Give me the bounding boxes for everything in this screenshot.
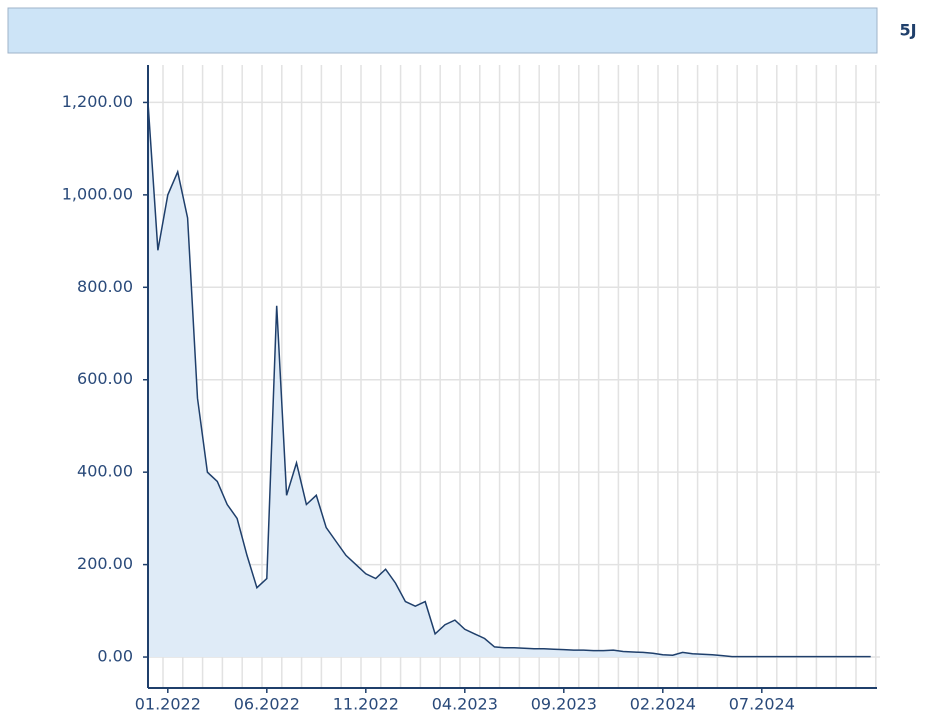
y-tick-label: 400.00	[77, 462, 133, 481]
line	[147, 102, 871, 658]
y-tick-label: 200.00	[77, 554, 133, 573]
x-tick-label: 01.2022	[135, 695, 201, 714]
y-tick-label: 600.00	[77, 369, 133, 388]
area	[148, 102, 871, 658]
x-tick-label: 07.2024	[729, 695, 795, 714]
period-tab[interactable]: 5J	[899, 21, 916, 40]
y-tick-label: 1,200.00	[62, 92, 133, 111]
y-tick-label: 1,000.00	[62, 184, 133, 203]
y-tick-label: 0.00	[97, 647, 133, 666]
x-tick-label: 06.2022	[234, 695, 300, 714]
x-tick-label: 09.2023	[531, 695, 597, 714]
toolbar	[7, 7, 878, 54]
x-tick-label: 04.2023	[432, 695, 498, 714]
x-tick-label: 11.2022	[333, 695, 399, 714]
y-tick-label: 800.00	[77, 277, 133, 296]
x-tick-label: 02.2024	[630, 695, 696, 714]
